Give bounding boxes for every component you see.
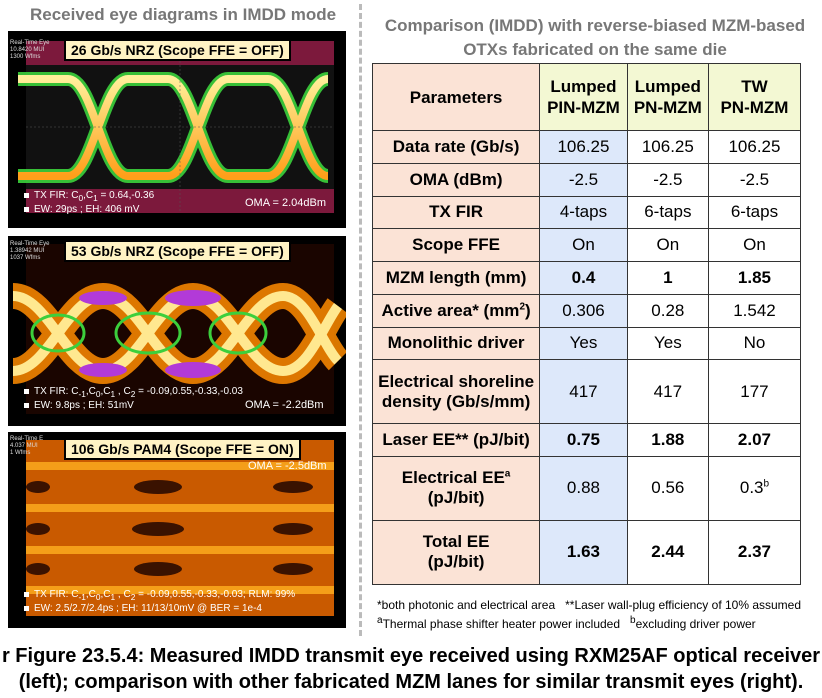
cell: 6-taps [707,195,802,230]
row-param: TX FIR [371,195,541,230]
header-parameters: Parameters [371,62,541,132]
cell: 1.88 [626,423,709,458]
tx-fir-annotation: TX FIR: C-1,C0,C1 , C2 = -0.09,0.55,-0.3… [24,589,295,602]
cell: On [626,228,709,263]
cell: 0.4 [539,261,628,295]
cell: Yes [626,326,709,361]
cell: 417 [626,359,709,425]
cell: 0.28 [626,293,709,328]
cell: 106.25 [626,130,709,164]
tx-fir-annotation: TX FIR: C0,C1 = 0.64,-0.36 [24,190,154,203]
cell: 2.37 [707,519,802,586]
header-lumped-pn-mzm: Lumped PN-MZM [626,62,709,132]
header-lumped-pin-mzm: Lumped PIN-MZM [539,62,628,132]
realtime-eye-info: Real-Time E 4.037 MUI 1 Wfms [10,436,44,456]
cell: 2.07 [707,423,802,458]
table-row: OMA (dBm) -2.5 -2.5 -2.5 [371,162,802,197]
footnote-1: *both photonic and electrical area **Las… [377,598,802,612]
row-param: Scope FFE [371,228,541,263]
cell: 2.44 [626,519,709,586]
table-row: Data rate (Gb/s) 106.25 106.25 106.25 [371,130,802,164]
row-param: Electrical EEa (pJ/bit) [371,456,541,521]
left-title: Received eye diagrams in IMDD mode [30,5,337,24]
eye-diagram-26g [18,41,334,213]
row-param: Electrical shoreline density (Gb/s/mm) [371,359,541,425]
right-title: Comparison (IMDD) with reverse-biased MZ… [370,14,820,62]
table-row: Total EE (pJ/bit) 1.63 2.44 2.37 [371,519,802,586]
table-row: Laser EE** (pJ/bit) 0.75 1.88 2.07 [371,423,802,458]
caption-line1: r Figure 23.5.4: Measured IMDD transmit … [1,645,821,667]
cell: -2.5 [626,162,709,197]
eye-diagram-106g [26,440,334,616]
table-row: Electrical shoreline density (Gb/s/mm) 4… [371,359,802,425]
cell: On [707,228,802,263]
table-row: MZM length (mm) 0.4 1 1.85 [371,261,802,295]
cell: 1.542 [707,293,802,328]
table-row: TX FIR 4-taps 6-taps 6-taps [371,195,802,230]
cell: 0.3b [707,456,802,521]
panel-title-26g: 26 Gb/s NRZ (Scope FFE = OFF) [64,39,291,61]
table-row: Monolithic driver Yes Yes No [371,326,802,361]
panel-title-53g: 53 Gb/s NRZ (Scope FFE = OFF) [64,240,291,262]
oma-label: OMA = -2.5dBm [248,460,327,472]
cell: 0.306 [539,293,628,328]
realtime-eye-info: Real-Time Eye 10.8420 MUI 1300 Wfms [10,40,50,60]
cell: -2.5 [707,162,802,197]
caption-line2: (left); comparison with other fabricated… [18,671,804,693]
comparison-table: Parameters Lumped PIN-MZM Lumped PN-MZM TW… [371,62,802,586]
cell: 1.63 [539,519,628,586]
cell: 417 [539,359,628,425]
ew-eh-annotation: EW: 2.5/2.7/2.4ps ; EH: 11/13/10mV @ BER… [24,603,262,614]
eye-diagram-53g [11,244,346,414]
cell: Yes [539,326,628,361]
row-param: MZM length (mm) [371,261,541,295]
cell: On [539,228,628,263]
panel-title-106g: 106 Gb/s PAM4 (Scope FFE = ON) [64,438,301,460]
divider [359,4,362,636]
eye-panel-26g: Real-Time Eye 10.8420 MUI 1300 Wfms 26 Gb/… [8,31,346,228]
oma-label: OMA = 2.04dBm [245,197,327,209]
right-title-line1: Comparison (IMDD) with reverse-biased MZ… [384,16,806,35]
table-header-row: Parameters Lumped PIN-MZM Lumped PN-MZM TW… [371,62,802,132]
table-row: Electrical EEa (pJ/bit) 0.88 0.56 0.3b [371,456,802,521]
oma-label: OMA = -2.2dBm [245,399,324,411]
row-param: Data rate (Gb/s) [371,130,541,164]
realtime-eye-info: Real-Time Eye 1.38942 MUI 1037 Wfms [10,241,50,261]
cell: 1 [626,261,709,295]
eye-panel-53g: Real-Time Eye 1.38942 MUI 1037 Wfms 53 Gb/… [8,236,346,426]
ew-eh-annotation: EW: 9.8ps ; EH: 51mV [24,400,134,411]
table-row: Scope FFE On On On [371,228,802,263]
header-tw-pn-mzm: TW PN-MZM [707,62,802,132]
row-param: OMA (dBm) [371,162,541,197]
cell: 6-taps [626,195,709,230]
tx-fir-annotation: TX FIR: C-1,C0,C1 , C2 = -0.09,0.55,-0.3… [24,386,243,399]
cell: 106.25 [707,130,802,164]
eye-panel-106g: Real-Time E 4.037 MUI 1 Wfms 106 Gb/s PAM4… [8,432,346,628]
row-param: Laser EE** (pJ/bit) [371,423,541,458]
cell: 4-taps [539,195,628,230]
table-row: Active area* (mm2) 0.306 0.28 1.542 [371,293,802,328]
row-param: Active area* (mm2) [371,293,541,328]
right-title-line2: OTXs fabricated on the same die [463,40,727,59]
cell: 106.25 [539,130,628,164]
row-param: Total EE (pJ/bit) [371,519,541,586]
row-param: Monolithic driver [371,326,541,361]
footnote-2: aThermal phase shifter heater power incl… [377,615,756,631]
cell: No [707,326,802,361]
cell: 0.56 [626,456,709,521]
ew-eh-annotation: EW: 29ps ; EH: 406 mV [24,204,139,215]
cell: 0.88 [539,456,628,521]
cell: 1.85 [707,261,802,295]
cell: 177 [707,359,802,425]
cell: 0.75 [539,423,628,458]
cell: -2.5 [539,162,628,197]
